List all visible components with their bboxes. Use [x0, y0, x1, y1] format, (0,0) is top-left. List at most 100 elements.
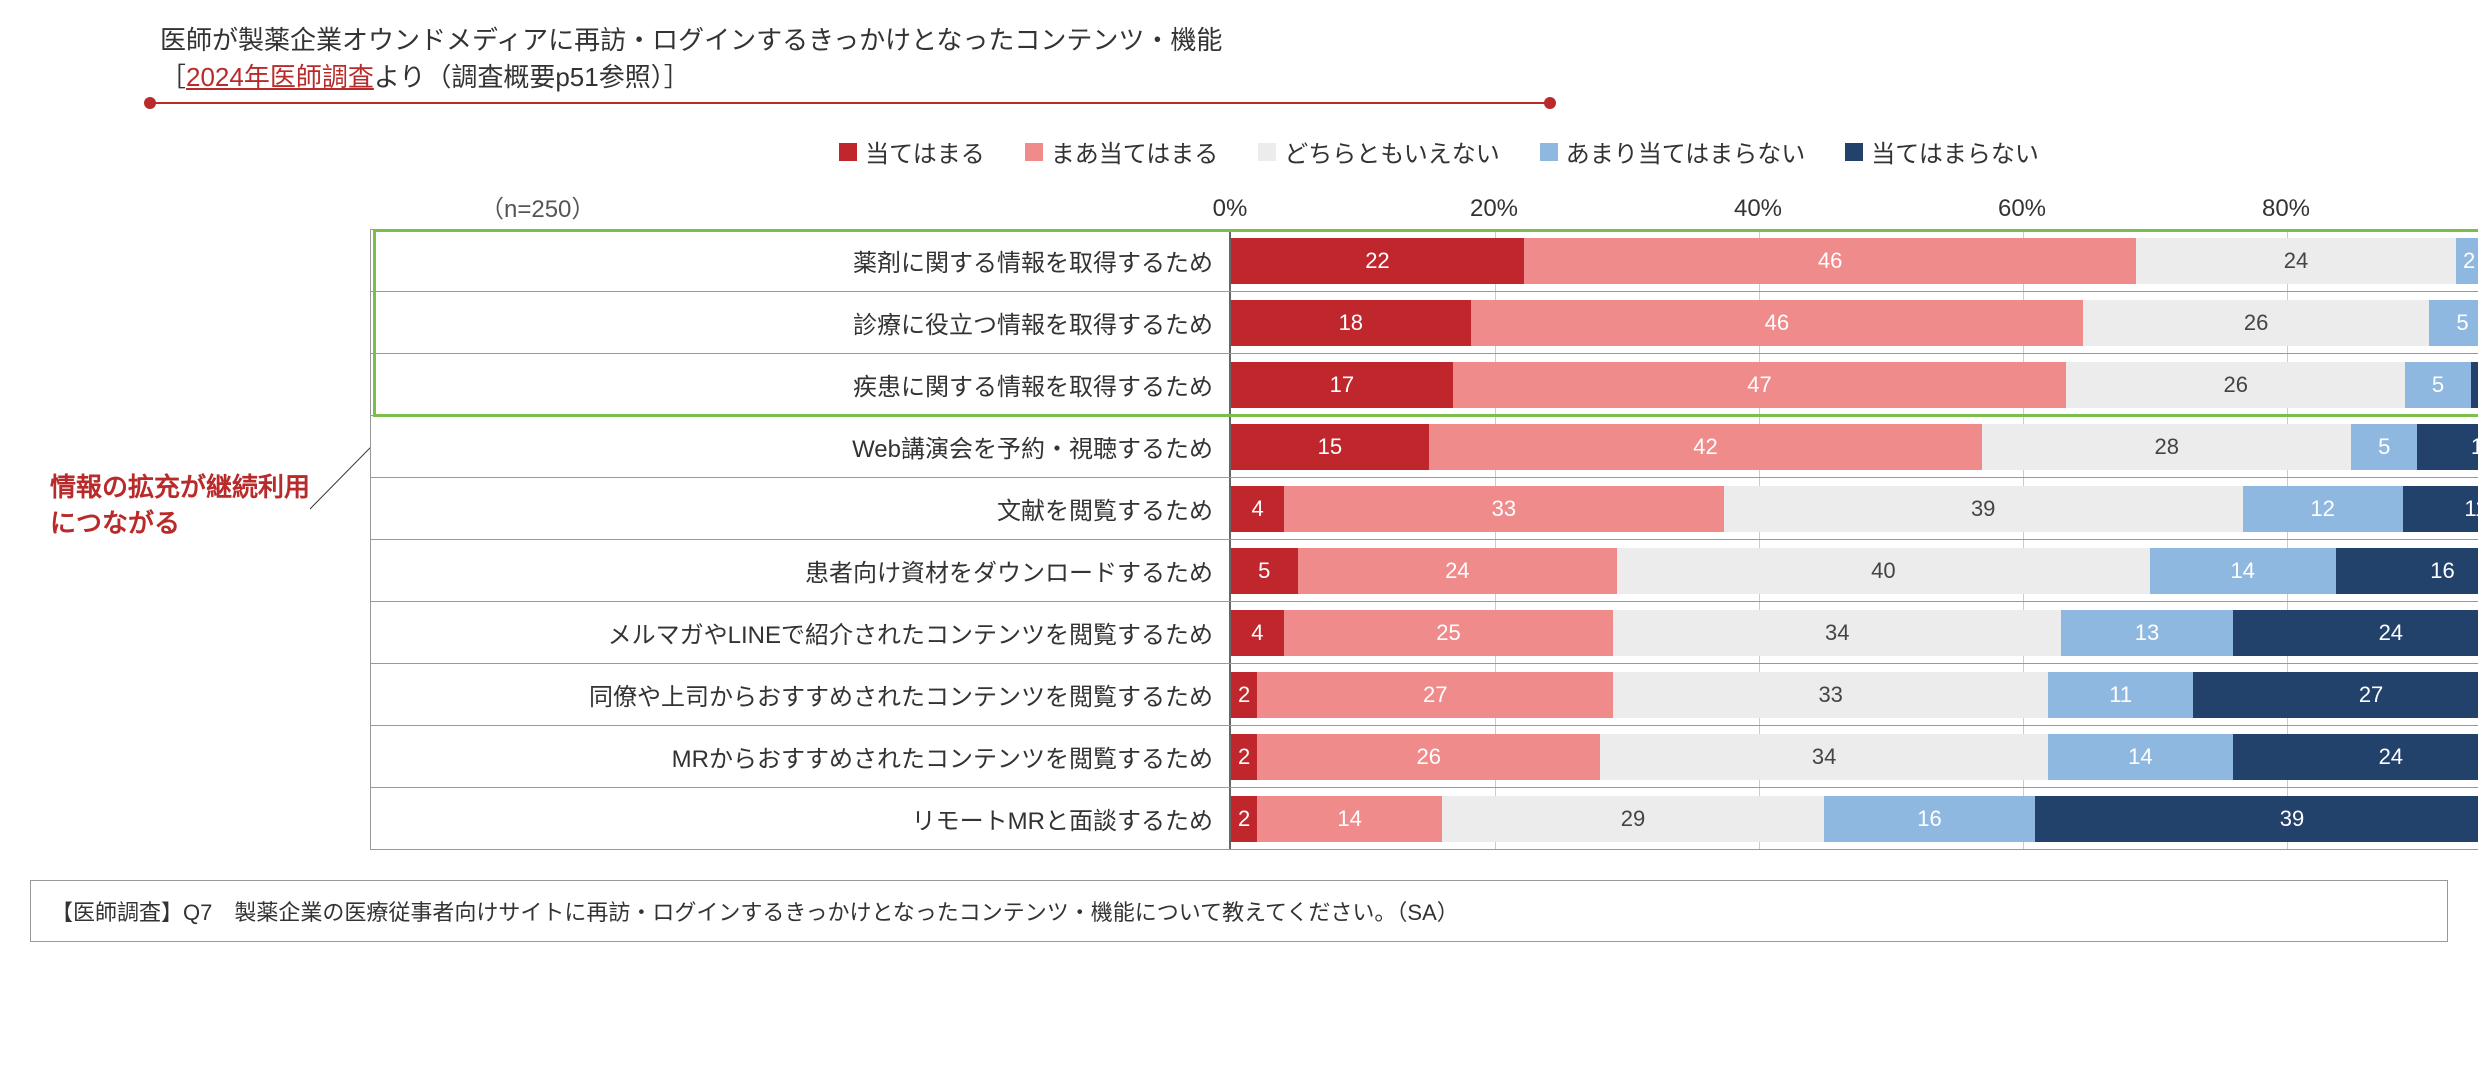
bar-segment: 46 [1471, 300, 2083, 346]
axis-tick: 0% [1213, 195, 1248, 223]
bar-segment: 24 [2233, 610, 2478, 656]
bar-segment: 12 [2243, 486, 2403, 532]
bar-segment: 46 [1524, 238, 2136, 284]
bar-segment: 33 [1613, 672, 2048, 718]
axis-tick: 60% [1998, 195, 2046, 223]
row-label: 診療に役立つ情報を取得するため [371, 292, 1231, 353]
callout-text: 情報の拡充が継続利用につながる [50, 469, 330, 542]
bar-segment: 4 [1231, 486, 1284, 532]
bar-segment: 5 [2351, 424, 2417, 470]
bar-segment: 39 [2035, 796, 2478, 842]
bar-segment: 2 [2456, 238, 2478, 284]
bar-segment: 17 [1231, 362, 1453, 408]
table-row: 薬剤に関する情報を取得するため22462425 [371, 229, 2478, 291]
bar-segment: 14 [1257, 796, 1442, 842]
title-block: 医師が製薬企業オウンドメディアに再訪・ログインするきっかけとなったコンテンツ・機… [160, 20, 2448, 94]
legend-label: 当てはまらない [1871, 134, 2039, 169]
bar-segment: 26 [2083, 300, 2429, 346]
legend-label: 当てはまる [865, 134, 985, 169]
table-row: Web講演会を予約・視聴するため154228510 [371, 415, 2478, 477]
bar-segment: 2 [1231, 734, 1257, 780]
bar-segment: 25 [1284, 610, 1614, 656]
bar-segment: 27 [2193, 672, 2478, 718]
axis-tick: 20% [1470, 195, 1518, 223]
legend-swatch [1845, 143, 1863, 161]
bar-segment: 34 [1613, 610, 2061, 656]
bar-segment: 24 [1298, 548, 1618, 594]
bar-segment: 27 [1257, 672, 1613, 718]
row-label: 疾患に関する情報を取得するため [371, 354, 1231, 415]
legend-item: まあ当てはまる [1025, 134, 1219, 169]
bar-segment: 5 [2429, 300, 2478, 346]
bar-segment: 14 [2150, 548, 2336, 594]
bar-segment: 6 [2471, 362, 2478, 408]
bar-segment: 29 [1442, 796, 1824, 842]
bar-segment: 42 [1429, 424, 1983, 470]
bar-segment: 2 [1231, 672, 1257, 718]
legend-swatch [1540, 143, 1558, 161]
table-row: メルマガやLINEで紹介されたコンテンツを閲覧するため425341324 [371, 601, 2478, 663]
row-label: 薬剤に関する情報を取得するため [371, 230, 1231, 291]
legend-item: どちらともいえない [1258, 134, 1500, 169]
bar-segment: 24 [2233, 734, 2478, 780]
table-row: 文献を閲覧するため433391211 [371, 477, 2478, 539]
bar-segment: 4 [1231, 610, 1284, 656]
bar-segment: 11 [2048, 672, 2193, 718]
bar-segment: 5 [2405, 362, 2470, 408]
row-bars: 226341424 [1231, 726, 2478, 787]
title-after-link: より（調査概要p51参照）］ [374, 62, 690, 92]
bar-segment: 34 [1600, 734, 2048, 780]
row-label: リモートMRと面談するため [371, 788, 1231, 849]
chart-wrap: 情報の拡充が継続利用につながる （n=250） 0%20%40%60%80%10… [80, 189, 2448, 850]
bar-segment: 40 [1617, 548, 2150, 594]
footer-note: 【医師調査】Q7 製薬企業の医療従事者向けサイトに再訪・ログインするきっかけとな… [30, 880, 2448, 942]
x-axis: 0%20%40%60%80%100% [370, 189, 2448, 229]
title-line2: ［2024年医師調査より（調査概要p51参照）］ [160, 57, 2448, 94]
legend-label: あまり当てはまらない [1566, 134, 1806, 169]
bar-segment: 16 [2336, 548, 2478, 594]
table-row: リモートMRと面談するため214291639 [371, 787, 2478, 849]
row-bars: 425341324 [1231, 602, 2478, 663]
bar-segment: 26 [1257, 734, 1600, 780]
bar-segment: 22 [1231, 238, 1524, 284]
title-link[interactable]: 2024年医師調査 [186, 62, 374, 92]
table-row: 診療に役立つ情報を取得するため18462654 [371, 291, 2478, 353]
bar-segment: 16 [1824, 796, 2035, 842]
legend: 当てはまる まあ当てはまる どちらともいえない あまり当てはまらない 当てはまらない [430, 134, 2448, 169]
chart: 0%20%40%60%80%100% 薬剤に関する情報を取得するため224624… [370, 189, 2448, 850]
bar-segment: 26 [2066, 362, 2405, 408]
bar-segment: 14 [2048, 734, 2233, 780]
row-bars: 154228510 [1231, 416, 2478, 477]
row-label: 文献を閲覧するため [371, 478, 1231, 539]
bar-segment: 11 [2403, 486, 2478, 532]
row-bars: 17472656 [1231, 354, 2478, 415]
legend-swatch [1025, 143, 1043, 161]
bar-segment: 15 [1231, 424, 1429, 470]
title-rule [150, 102, 1550, 104]
table-row: 同僚や上司からおすすめされたコンテンツを閲覧するため227331127 [371, 663, 2478, 725]
legend-label: どちらともいえない [1284, 134, 1500, 169]
table-row: MRからおすすめされたコンテンツを閲覧するため226341424 [371, 725, 2478, 787]
bracket-open: ［ [160, 62, 186, 92]
row-label: MRからおすすめされたコンテンツを閲覧するため [371, 726, 1231, 787]
chart-rows: 薬剤に関する情報を取得するため22462425診療に役立つ情報を取得するため18… [370, 229, 2478, 850]
legend-swatch [839, 143, 857, 161]
bar-segment: 13 [2061, 610, 2232, 656]
bar-segment: 2 [1231, 796, 1257, 842]
table-row: 患者向け資材をダウンロードするため524401416 [371, 539, 2478, 601]
row-bars: 18462654 [1231, 292, 2478, 353]
legend-item: 当てはまらない [1845, 134, 2039, 169]
row-bars: 524401416 [1231, 540, 2478, 601]
legend-swatch [1258, 143, 1276, 161]
row-bars: 22462425 [1231, 230, 2478, 291]
bar-segment: 39 [1724, 486, 2243, 532]
legend-label: まあ当てはまる [1051, 134, 1219, 169]
title-line1: 医師が製薬企業オウンドメディアに再訪・ログインするきっかけとなったコンテンツ・機… [160, 20, 2448, 57]
axis-tick: 40% [1734, 195, 1782, 223]
row-label: 同僚や上司からおすすめされたコンテンツを閲覧するため [371, 664, 1231, 725]
legend-item: あまり当てはまらない [1540, 134, 1806, 169]
bar-segment: 10 [2417, 424, 2478, 470]
bar-segment: 18 [1231, 300, 1471, 346]
legend-item: 当てはまる [839, 134, 985, 169]
row-bars: 227331127 [1231, 664, 2478, 725]
